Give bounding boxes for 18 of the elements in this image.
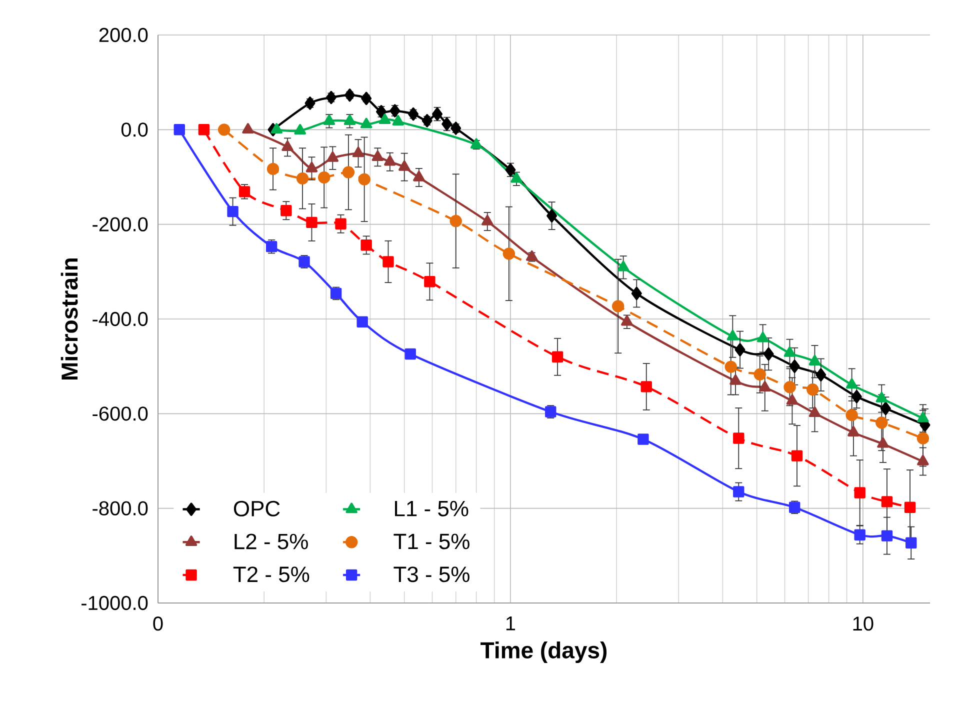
y-tick-label: -800.0 [92,501,148,516]
y-tick-label: -200.0 [92,217,148,232]
legend-label: OPC [234,500,280,516]
x-tick-label: 1 [506,616,516,630]
legend-label: T1 - 5% [394,534,470,550]
legend-label: L1 - 5% [395,500,468,516]
y-tick-label: 200.0 [99,28,148,42]
x-tick-label: 10 [853,616,874,631]
y-tick-label: -600.0 [92,406,148,421]
y-axis-title: Microstrain [60,258,78,380]
legend-label: L2 - 5% [234,534,308,550]
y-tick-label: -400.0 [92,312,148,326]
y-tick-label: -1000.0 [82,596,148,610]
x-tick-label: 0 [153,616,163,631]
legend-label: T3 - 5% [394,566,470,582]
legend-label: T2 - 5% [233,566,310,582]
x-axis-title: Time (days) [480,642,607,663]
y-tick-label: 0.0 [121,122,148,137]
